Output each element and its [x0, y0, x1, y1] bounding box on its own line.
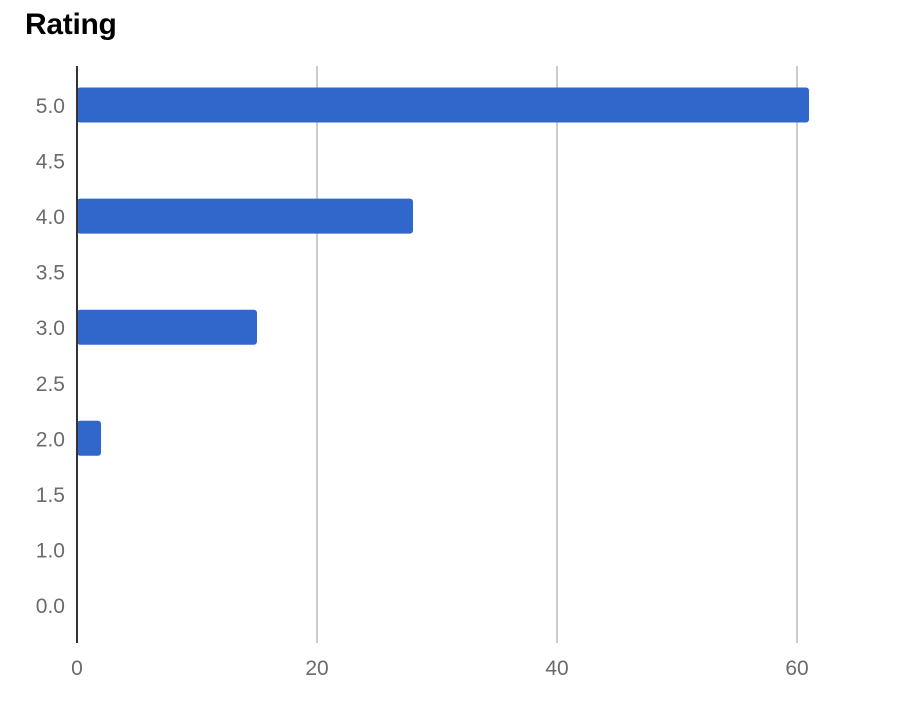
x-tick-labels: 0 20 40 60 — [71, 657, 809, 680]
y-tick-labels: 5.0 4.5 4.0 3.5 3.0 2.5 2.0 1.5 1.0 0.0 — [36, 95, 65, 618]
y-tick-label: 5.0 — [36, 95, 65, 118]
bar — [77, 420, 101, 456]
bar — [77, 198, 413, 234]
y-tick-label: 2.0 — [36, 428, 65, 451]
x-tick-label: 20 — [305, 657, 328, 680]
y-tick-label: 4.0 — [36, 206, 65, 229]
y-tick-label: 3.0 — [36, 317, 65, 340]
y-tick-label: 1.0 — [36, 539, 65, 562]
x-tick-label: 0 — [71, 657, 83, 680]
y-tick-label: 1.5 — [36, 484, 65, 507]
grid-lines — [316, 66, 798, 643]
bars — [77, 87, 809, 456]
x-tick-label: 60 — [785, 657, 808, 680]
y-tick-label: 3.5 — [36, 262, 65, 285]
bar — [77, 87, 809, 123]
y-tick-label: 0.0 — [36, 595, 65, 618]
chart-title: Rating — [25, 8, 117, 41]
y-tick-label: 2.5 — [36, 373, 65, 396]
x-tick-label: 40 — [545, 657, 568, 680]
y-tick-label: 4.5 — [36, 151, 65, 174]
bar — [77, 309, 257, 345]
